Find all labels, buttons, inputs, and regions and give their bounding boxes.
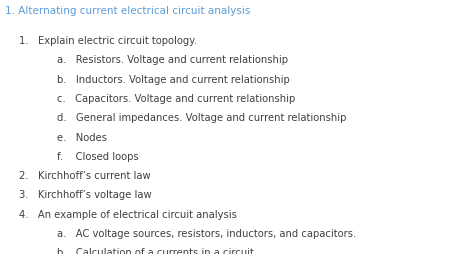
Text: a.   Resistors. Voltage and current relationship: a. Resistors. Voltage and current relati…	[57, 55, 288, 65]
Text: e.   Nodes: e. Nodes	[57, 133, 107, 142]
Text: 3.   Kirchhoff’s voltage law: 3. Kirchhoff’s voltage law	[19, 190, 152, 200]
Text: a.   AC voltage sources, resistors, inductors, and capacitors.: a. AC voltage sources, resistors, induct…	[57, 229, 356, 239]
Text: d.   General impedances. Voltage and current relationship: d. General impedances. Voltage and curre…	[57, 113, 346, 123]
Text: 2.   Kirchhoff’s current law: 2. Kirchhoff’s current law	[19, 171, 151, 181]
Text: 1. Alternating current electrical circuit analysis: 1. Alternating current electrical circui…	[5, 6, 250, 16]
Text: f.    Closed loops: f. Closed loops	[57, 152, 138, 162]
Text: b.   Calculation of a currents in a circuit.: b. Calculation of a currents in a circui…	[57, 248, 257, 254]
Text: 4.   An example of electrical circuit analysis: 4. An example of electrical circuit anal…	[19, 210, 237, 220]
Text: 1.   Explain electric circuit topology.: 1. Explain electric circuit topology.	[19, 36, 197, 46]
Text: b.   Inductors. Voltage and current relationship: b. Inductors. Voltage and current relati…	[57, 75, 290, 85]
Text: c.   Capacitors. Voltage and current relationship: c. Capacitors. Voltage and current relat…	[57, 94, 295, 104]
